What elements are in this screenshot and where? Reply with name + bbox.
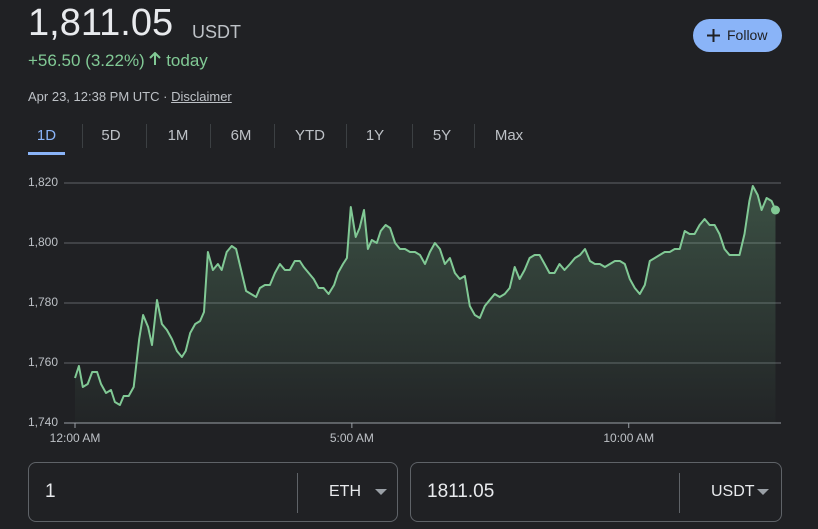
tab[interactable]: 1Y [358, 120, 392, 152]
range-tabs: 1D 5D 1M 6M YTD 1Y 5Y Max [28, 120, 548, 155]
y-tick-label: 1,820 [28, 175, 58, 189]
divider [679, 473, 680, 513]
currency: USDT [192, 22, 241, 42]
x-tick-label: 12:00 AM [50, 431, 101, 445]
change: +56.50 (3.22%) [28, 51, 145, 70]
from-input[interactable]: 1 ETH [28, 462, 398, 522]
tab[interactable]: 5Y [424, 120, 460, 152]
tab[interactable]: 5D [94, 120, 128, 152]
tab[interactable]: Max [486, 120, 532, 152]
y-tick-label: 1,780 [28, 295, 58, 309]
price-change: +56.50 (3.22%) today [28, 51, 208, 71]
timestamp-row: Apr 23, 12:38 PM UTC · Disclaimer [28, 89, 232, 104]
y-tick-label: 1,740 [28, 415, 58, 429]
y-tick-label: 1,760 [28, 355, 58, 369]
tab-label: Max [494, 127, 524, 144]
tab-label: 5Y [432, 127, 452, 144]
period: today [166, 51, 208, 70]
disclaimer-link[interactable]: Disclaimer [171, 89, 232, 104]
tab[interactable]: 1M [158, 120, 198, 152]
timestamp: Apr 23, 12:38 PM UTC · [28, 89, 168, 104]
y-tick-label: 1,800 [28, 235, 58, 249]
divider [297, 473, 298, 513]
separator [274, 124, 275, 148]
tab[interactable]: 1D [28, 120, 65, 155]
tab-label: 1M [167, 127, 189, 144]
chart: 1,740 1,760 1,780 1,800 1,820 12:00 AM 5:00 AM… [28, 175, 781, 445]
separator [474, 124, 475, 148]
tab[interactable]: YTD [286, 120, 334, 152]
follow-label: Follow [727, 27, 768, 43]
area [75, 186, 776, 423]
to-input[interactable]: 1811.05 USDT [410, 462, 782, 522]
x-tick-label: 5:00 AM [330, 431, 374, 445]
tab-label: 5D [101, 127, 121, 144]
currency-select[interactable]: USDT [711, 483, 755, 500]
tab-label: 1D [36, 127, 57, 144]
tab-label: 6M [230, 127, 252, 144]
currency-select[interactable]: ETH [329, 483, 361, 500]
separator [346, 124, 347, 148]
price-line [74, 185, 777, 406]
price: 1,811.05 [28, 2, 174, 44]
x-tick-label: 10:00 AM [603, 431, 654, 445]
separator [210, 124, 211, 148]
follow-button[interactable]: Follow [693, 19, 782, 52]
dropdown-arrow [375, 489, 387, 495]
separator [82, 124, 83, 148]
amount: 1 [45, 481, 56, 502]
tab-label: 1Y [365, 127, 385, 144]
plus-icon [707, 29, 720, 42]
tab-label: YTD [295, 127, 325, 144]
amount: 1811.05 [427, 481, 495, 502]
dropdown-arrow [757, 489, 769, 495]
separator [146, 124, 147, 148]
up-arrow [149, 51, 162, 65]
tab[interactable]: 6M [222, 120, 260, 152]
last-point [770, 205, 780, 215]
separator [412, 124, 413, 148]
